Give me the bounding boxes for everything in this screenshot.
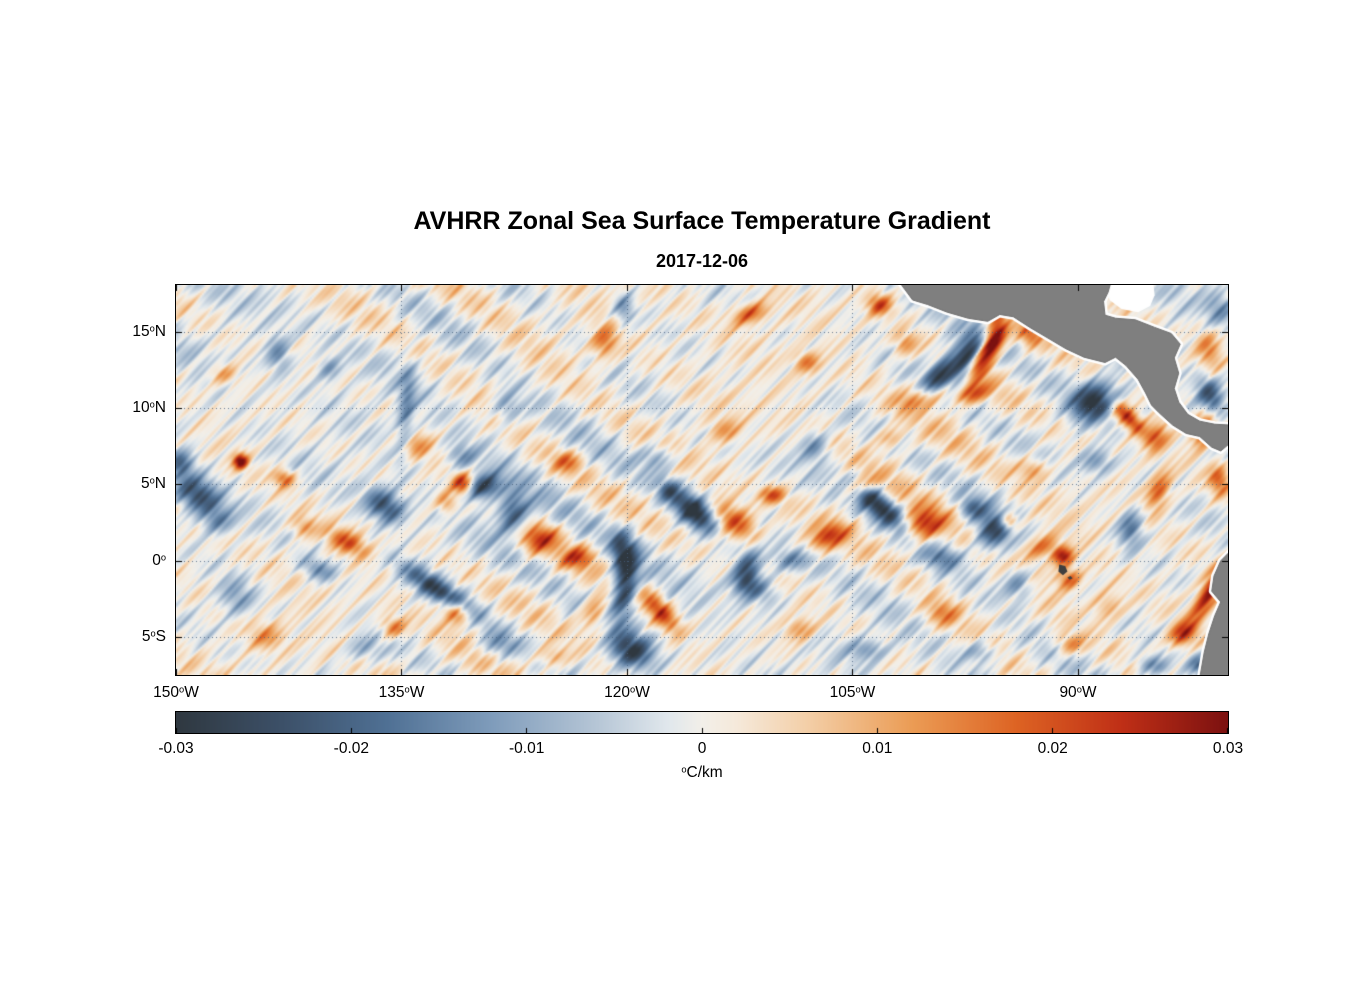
- y-tick-label-5n: 5oN: [141, 475, 166, 493]
- x-tick-label-120w: 120oW: [604, 684, 650, 701]
- colorbar-unit-label: oC/km: [681, 764, 723, 781]
- colorbar-tick-003: 0.03: [1212, 740, 1244, 757]
- chart-title: AVHRR Zonal Sea Surface Temperature Grad…: [413, 207, 991, 235]
- y-tick-label-0: 0o: [152, 551, 166, 569]
- colorbar-tick-001: 0.01: [862, 740, 893, 757]
- colorbar-tick-002: 0.02: [1037, 740, 1068, 757]
- x-tick-label-150w: 150oW: [153, 684, 199, 701]
- y-tick-label-5s: 5oS: [141, 628, 166, 646]
- colorbar-tick-neg001: -0.01: [508, 740, 545, 757]
- y-tick-label-10n: 10oN: [132, 399, 166, 417]
- x-tick-label-90w: 90oW: [1059, 684, 1097, 701]
- chart-date: 2017-12-06: [655, 251, 749, 271]
- x-tick-label-105w: 105oW: [829, 684, 876, 701]
- colorbar: -0.03 -0.02 -0.01 0 0.01 0.02 0.03 oC/km: [158, 711, 1243, 781]
- map-plot-area: 15oN 10oN 5oN 0o 5oS 150oW 135oW 120oW 1…: [132, 284, 1229, 701]
- y-tick-label-15n: 15oN: [132, 322, 166, 340]
- colorbar-tick-neg003: -0.03: [158, 740, 194, 757]
- sst-gradient-map-canvas: [176, 285, 1228, 675]
- colorbar-tick-zero: 0: [697, 740, 707, 757]
- x-tick-label-135w: 135oW: [378, 684, 425, 701]
- colorbar-tick-neg002: -0.02: [333, 740, 369, 757]
- colorbar-gradient-canvas: [176, 712, 1228, 733]
